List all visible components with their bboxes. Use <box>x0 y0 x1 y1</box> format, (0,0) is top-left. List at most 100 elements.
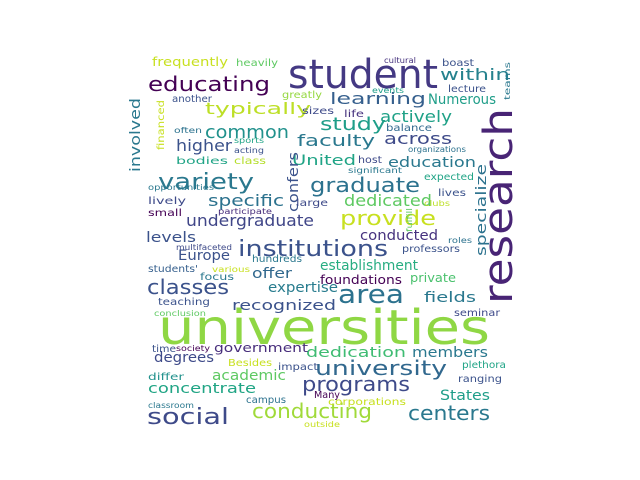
word-events: events <box>372 86 404 95</box>
word-graduate: graduate <box>310 173 420 197</box>
word-significant: significant <box>348 166 402 175</box>
word-outside: outside <box>304 420 340 429</box>
word-greatly: greatly <box>282 90 322 101</box>
word-participate: participate <box>218 207 272 216</box>
word-university: university <box>315 356 447 380</box>
word-balance: balance <box>386 123 432 134</box>
word-sizes: sizes <box>302 106 334 117</box>
word-faculty: faculty <box>297 131 375 150</box>
word-dedication: dedication <box>306 345 406 361</box>
word-plethora: plethora <box>462 360 506 371</box>
word-provide: provide <box>340 206 436 230</box>
word-typically: typically <box>205 99 311 118</box>
words-group: universities student research area instituti… <box>128 52 522 430</box>
word-private: private <box>410 271 456 285</box>
word-research: research <box>476 108 522 304</box>
word-numerous: Numerous <box>428 92 496 108</box>
word-ranging: ranging <box>458 374 502 385</box>
word-corporations: corporations <box>328 397 406 408</box>
word-education: education <box>388 155 476 171</box>
word-heavily: heavily <box>236 58 278 69</box>
word-states: States <box>440 388 490 404</box>
word-within: within <box>440 65 510 84</box>
word-common: common <box>205 122 289 143</box>
word-time: time <box>152 344 176 355</box>
word-concentrate: concentrate <box>148 381 256 397</box>
word-teaching: teaching <box>158 297 210 308</box>
word-confers: confers <box>286 152 302 212</box>
word-conclusion: conclusion <box>154 309 206 318</box>
word-learning: learning <box>330 89 426 108</box>
word-cultural: cultural <box>384 56 416 65</box>
word-across: across <box>384 129 452 148</box>
word-classes: classes <box>147 275 229 299</box>
word-often: often <box>174 126 202 135</box>
word-financed: financed <box>156 100 167 150</box>
word-hundreds: hundreds <box>252 254 302 265</box>
word-expected: expected <box>424 172 474 183</box>
word-seminar: seminar <box>454 308 501 319</box>
word-actively: actively <box>380 107 452 126</box>
word-higher: higher <box>176 136 232 155</box>
word-academic: academic <box>212 368 286 384</box>
word-conducting: conducting <box>252 399 372 423</box>
word-government: government <box>214 341 308 355</box>
word-degrees: degrees <box>154 350 214 366</box>
word-specialize: specialize <box>474 164 490 256</box>
word-members: members <box>412 345 488 361</box>
word-lives: lives <box>438 188 466 199</box>
word-classroom: classroom <box>148 401 194 410</box>
word-host: host <box>358 155 382 166</box>
word-study: study <box>320 114 386 135</box>
word-organizations: organizations <box>408 145 466 154</box>
word-lecture: lecture <box>448 84 486 95</box>
word-society: society <box>176 344 210 353</box>
word-impact: impact <box>278 362 318 373</box>
word-bodies: bodies <box>176 156 228 167</box>
word-dedicated: dedicated <box>344 191 432 210</box>
word-differ: differ <box>148 372 185 383</box>
word-life: life <box>344 109 364 120</box>
word-fulfill: fulfill <box>405 208 414 232</box>
word-student: student <box>288 52 438 98</box>
word-lively: lively <box>148 196 186 207</box>
word-programs: programs <box>302 372 410 396</box>
word-establishment: establishment <box>320 258 419 274</box>
word-specific: specific <box>208 191 284 210</box>
word-focus: focus <box>200 272 234 283</box>
word-expertise: expertise <box>268 280 338 296</box>
word-opportunities: opportunities <box>148 183 214 192</box>
word-campus: campus <box>246 395 286 406</box>
word-another: another <box>172 94 213 105</box>
word-variety: variety <box>158 170 254 195</box>
word-area: area <box>338 280 404 310</box>
word-boast: boast <box>442 58 474 69</box>
word-sports: sports <box>234 136 264 145</box>
word-frequently: frequently <box>152 55 228 69</box>
word-small: small <box>148 208 182 219</box>
word-levels: levels <box>146 230 196 246</box>
word-involved: involved <box>128 98 144 172</box>
word-educating: educating <box>148 72 270 96</box>
word-professors: professors <box>402 244 460 255</box>
word-clubs: clubs <box>424 199 450 208</box>
word-offer: offer <box>252 266 292 282</box>
word-roles: roles <box>448 236 472 245</box>
word-large: large <box>296 198 328 209</box>
word-universities: universities <box>158 300 490 356</box>
word-centers: centers <box>408 401 490 425</box>
word-conducted: conducted <box>360 228 438 244</box>
word-undergraduate: undergraduate <box>186 211 314 230</box>
word-fields: fields <box>424 290 476 306</box>
word-teams: teams <box>503 62 512 100</box>
word-students-: students' <box>148 264 198 275</box>
word-recognized: recognized <box>232 298 336 314</box>
word-many: Many <box>314 390 340 401</box>
word-acting: acting <box>234 146 264 155</box>
word-foundations: foundations <box>320 273 402 287</box>
word-social: social <box>147 405 229 430</box>
word-united: United <box>292 153 356 169</box>
word-besides: Besides <box>228 358 272 369</box>
